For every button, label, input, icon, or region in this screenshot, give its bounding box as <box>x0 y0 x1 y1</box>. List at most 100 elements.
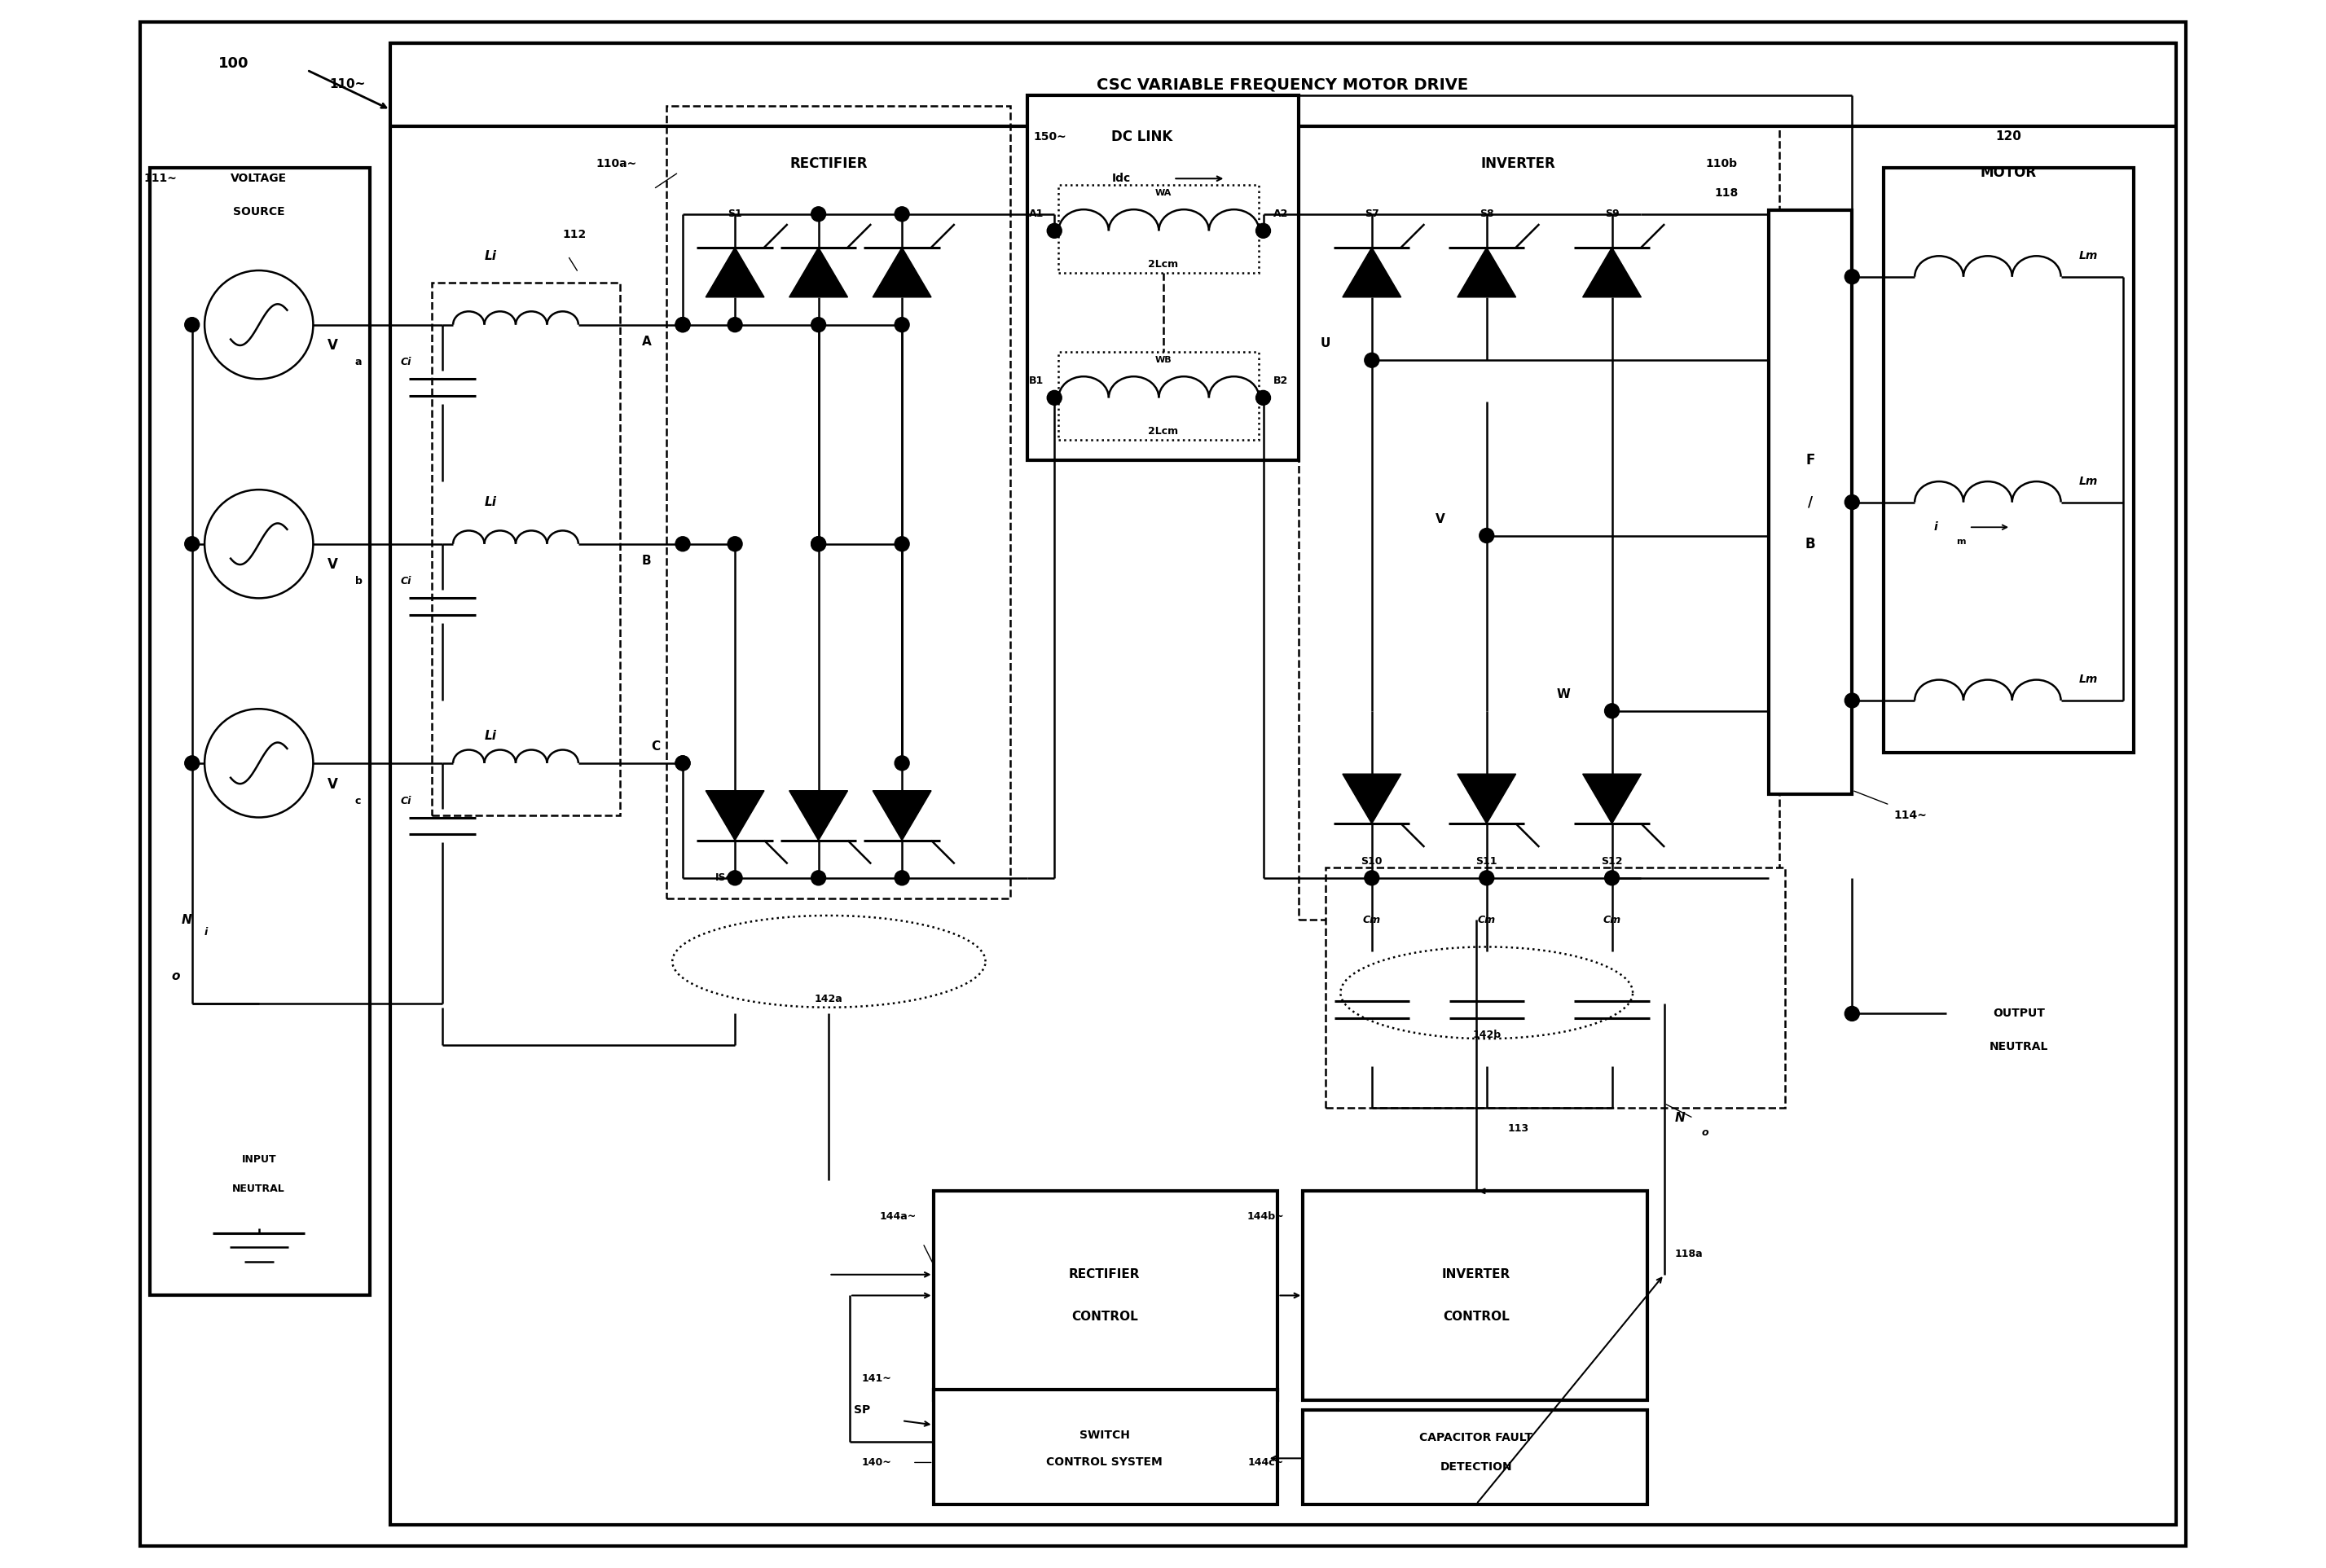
Circle shape <box>184 536 200 552</box>
Text: 113: 113 <box>1507 1123 1528 1134</box>
Circle shape <box>896 870 909 886</box>
Text: SP: SP <box>854 1405 870 1416</box>
Text: S10: S10 <box>1361 856 1382 867</box>
Text: CONTROL: CONTROL <box>1442 1311 1510 1322</box>
Text: N: N <box>1675 1112 1684 1124</box>
Text: 112: 112 <box>563 229 586 240</box>
Text: MOTOR: MOTOR <box>1979 165 2038 180</box>
Polygon shape <box>1342 775 1400 823</box>
Text: 2Lcm: 2Lcm <box>1147 426 1179 436</box>
Polygon shape <box>1582 248 1642 298</box>
Bar <box>1303 1410 1647 1504</box>
Text: S12: S12 <box>1600 856 1624 867</box>
Text: Ci: Ci <box>400 795 412 806</box>
Text: 110~: 110~ <box>330 78 365 91</box>
Circle shape <box>1365 353 1379 367</box>
Circle shape <box>1479 870 1493 886</box>
Text: B: B <box>1805 536 1817 552</box>
Text: INVERTER: INVERTER <box>1482 157 1556 171</box>
Text: Cm: Cm <box>1363 914 1382 925</box>
Text: 100: 100 <box>219 56 249 71</box>
Text: RECTIFIER: RECTIFIER <box>791 157 868 171</box>
Circle shape <box>1256 390 1270 405</box>
Text: F: F <box>1805 453 1814 467</box>
Text: S8: S8 <box>1479 209 1493 220</box>
Text: V: V <box>328 558 337 572</box>
Text: Lm: Lm <box>2079 251 2098 262</box>
Text: OUTPUT: OUTPUT <box>1993 1008 2045 1019</box>
Text: C: C <box>651 740 661 753</box>
Text: CSC VARIABLE FREQUENCY MOTOR DRIVE: CSC VARIABLE FREQUENCY MOTOR DRIVE <box>1096 77 1468 93</box>
Text: Idc: Idc <box>1112 172 1130 185</box>
Text: RECTIFIER: RECTIFIER <box>1070 1269 1140 1281</box>
Text: 110b: 110b <box>1705 158 1738 169</box>
Circle shape <box>675 317 691 332</box>
Text: N: N <box>181 914 193 925</box>
Bar <box>151 168 370 1295</box>
Text: S11: S11 <box>1477 856 1498 867</box>
Polygon shape <box>1582 775 1642 823</box>
Text: m: m <box>1956 538 1965 546</box>
Text: S1: S1 <box>728 209 742 220</box>
Text: o: o <box>172 971 179 982</box>
Bar <box>433 282 621 815</box>
Polygon shape <box>872 248 930 298</box>
Text: INPUT: INPUT <box>242 1154 277 1165</box>
Text: 144a~: 144a~ <box>879 1210 916 1221</box>
Text: S5: S5 <box>812 873 826 883</box>
Text: A2: A2 <box>1275 209 1289 220</box>
Text: CAPACITOR FAULT: CAPACITOR FAULT <box>1419 1432 1533 1443</box>
Text: 150~: 150~ <box>1033 132 1068 143</box>
Circle shape <box>1845 693 1858 707</box>
Text: 118: 118 <box>1714 188 1740 199</box>
Circle shape <box>896 207 909 221</box>
Circle shape <box>896 756 909 770</box>
Circle shape <box>896 317 909 332</box>
Text: V: V <box>328 776 337 792</box>
Circle shape <box>1365 870 1379 886</box>
Text: IS4: IS4 <box>716 873 733 883</box>
Circle shape <box>1845 270 1858 284</box>
Text: i: i <box>1933 522 1938 533</box>
Text: DETECTION: DETECTION <box>1440 1461 1512 1472</box>
Text: WB: WB <box>1154 356 1172 364</box>
Text: 140~: 140~ <box>861 1457 891 1468</box>
Text: Lm: Lm <box>2079 475 2098 488</box>
Text: 2Lcm: 2Lcm <box>1147 259 1179 270</box>
Text: 114~: 114~ <box>1893 809 1928 822</box>
Text: 111~: 111~ <box>144 172 177 185</box>
Circle shape <box>728 870 742 886</box>
Polygon shape <box>1458 775 1517 823</box>
Text: S9: S9 <box>1605 209 1619 220</box>
Bar <box>1058 351 1258 439</box>
Text: NEUTRAL: NEUTRAL <box>1989 1041 2049 1052</box>
Text: i: i <box>205 927 207 938</box>
Text: Li: Li <box>484 249 498 262</box>
Text: CONTROL: CONTROL <box>1072 1311 1137 1322</box>
Circle shape <box>675 756 691 770</box>
Polygon shape <box>789 248 847 298</box>
Text: 142b: 142b <box>1472 1029 1500 1040</box>
Polygon shape <box>872 790 930 840</box>
Text: NEUTRAL: NEUTRAL <box>233 1184 286 1195</box>
Text: B2: B2 <box>1275 376 1289 386</box>
Circle shape <box>1047 390 1061 405</box>
Text: S6: S6 <box>896 873 909 883</box>
Bar <box>933 1389 1277 1504</box>
Text: CONTROL SYSTEM: CONTROL SYSTEM <box>1047 1457 1163 1468</box>
Text: Li: Li <box>484 495 498 508</box>
Circle shape <box>675 536 691 552</box>
Bar <box>933 1192 1277 1400</box>
Circle shape <box>728 317 742 332</box>
Text: A1: A1 <box>1028 209 1044 220</box>
Circle shape <box>184 756 200 770</box>
Bar <box>1326 867 1786 1107</box>
Circle shape <box>896 536 909 552</box>
Text: 144b~: 144b~ <box>1247 1210 1284 1221</box>
Polygon shape <box>1342 248 1400 298</box>
Circle shape <box>675 317 691 332</box>
Text: Ci: Ci <box>400 575 412 586</box>
Polygon shape <box>705 790 765 840</box>
Bar <box>1303 1192 1647 1400</box>
Text: S2: S2 <box>812 209 826 220</box>
